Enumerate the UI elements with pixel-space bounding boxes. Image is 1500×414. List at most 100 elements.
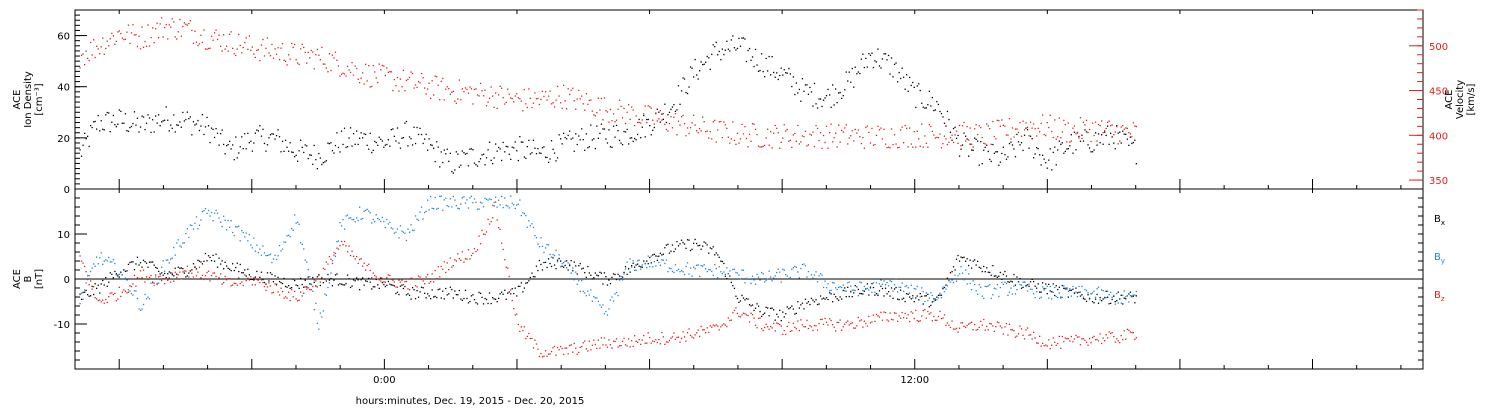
data-point (774, 275, 776, 277)
data-point (1064, 288, 1066, 290)
data-point (348, 278, 350, 280)
data-point (1045, 162, 1047, 164)
data-point (729, 50, 731, 52)
data-point (850, 322, 852, 325)
data-point (597, 339, 599, 341)
data-point (278, 136, 281, 138)
data-point (271, 292, 273, 294)
data-point (789, 139, 791, 141)
data-point (111, 32, 113, 34)
data-point (596, 347, 598, 350)
data-point (247, 268, 249, 270)
data-point (770, 74, 772, 76)
data-point (1066, 338, 1068, 340)
data-point (170, 124, 172, 126)
data-point (566, 108, 568, 110)
data-point (599, 132, 601, 134)
data-point (260, 44, 263, 46)
data-point (587, 290, 589, 292)
data-point (925, 317, 927, 319)
data-point (300, 242, 302, 244)
data-point (544, 91, 547, 93)
data-point (124, 277, 127, 279)
data-point (671, 270, 674, 273)
data-point (398, 142, 400, 144)
data-point (854, 66, 856, 68)
data-point (284, 241, 287, 243)
data-point (623, 273, 625, 275)
data-point (937, 315, 940, 318)
data-point (735, 307, 737, 309)
data-point (659, 110, 661, 112)
right-tick-label: 350 (1429, 176, 1448, 187)
data-point (865, 57, 867, 59)
data-point (984, 329, 986, 331)
data-point (145, 45, 148, 47)
data-point (841, 97, 843, 99)
data-point (461, 251, 463, 253)
data-point (1043, 158, 1045, 160)
data-point (969, 259, 971, 261)
data-point (408, 76, 411, 79)
data-point (473, 299, 476, 301)
data-point (874, 294, 876, 296)
data-point (363, 262, 365, 264)
data-point (720, 59, 722, 61)
data-point (884, 53, 887, 55)
data-point (454, 199, 456, 201)
data-point (1116, 126, 1118, 128)
data-point (816, 281, 819, 283)
data-point (904, 300, 906, 303)
data-point (680, 270, 683, 272)
data-point (245, 37, 247, 39)
data-point (960, 148, 962, 150)
data-point (634, 266, 636, 268)
data-point (754, 128, 757, 130)
data-point (448, 88, 450, 90)
data-point (910, 84, 912, 87)
data-point (529, 276, 531, 279)
data-point (868, 294, 870, 296)
data-point (455, 102, 457, 104)
data-point (966, 258, 968, 260)
data-point (555, 99, 557, 101)
data-point (890, 280, 893, 283)
data-point (470, 195, 473, 197)
data-point (404, 232, 406, 234)
data-point (759, 279, 761, 281)
data-point (79, 67, 81, 69)
data-point (1014, 156, 1017, 158)
data-point (173, 21, 175, 23)
data-point (851, 322, 853, 324)
data-point (845, 290, 847, 292)
data-point (354, 280, 356, 282)
data-point (87, 278, 89, 281)
data-point (200, 125, 202, 127)
data-point (420, 72, 423, 75)
data-point (842, 284, 844, 286)
data-point (257, 49, 259, 51)
data-point (789, 330, 791, 333)
data-point (377, 217, 379, 220)
data-point (644, 136, 646, 138)
data-point (247, 240, 249, 242)
data-point (1058, 335, 1060, 338)
data-point (1036, 342, 1038, 344)
data-point (951, 139, 953, 141)
data-point (946, 322, 949, 324)
data-point (135, 263, 137, 265)
data-point (628, 104, 630, 106)
data-point (767, 307, 769, 309)
data-point (132, 283, 134, 285)
series-s0 (79, 35, 1137, 174)
data-point (304, 259, 306, 261)
data-point (522, 141, 524, 143)
data-point (336, 247, 338, 249)
legend-subscript: z (1441, 295, 1445, 303)
data-point (422, 77, 424, 79)
data-point (812, 105, 814, 107)
data-point (189, 270, 191, 272)
data-point (1002, 146, 1004, 148)
data-point (502, 96, 504, 99)
data-point (359, 82, 361, 84)
